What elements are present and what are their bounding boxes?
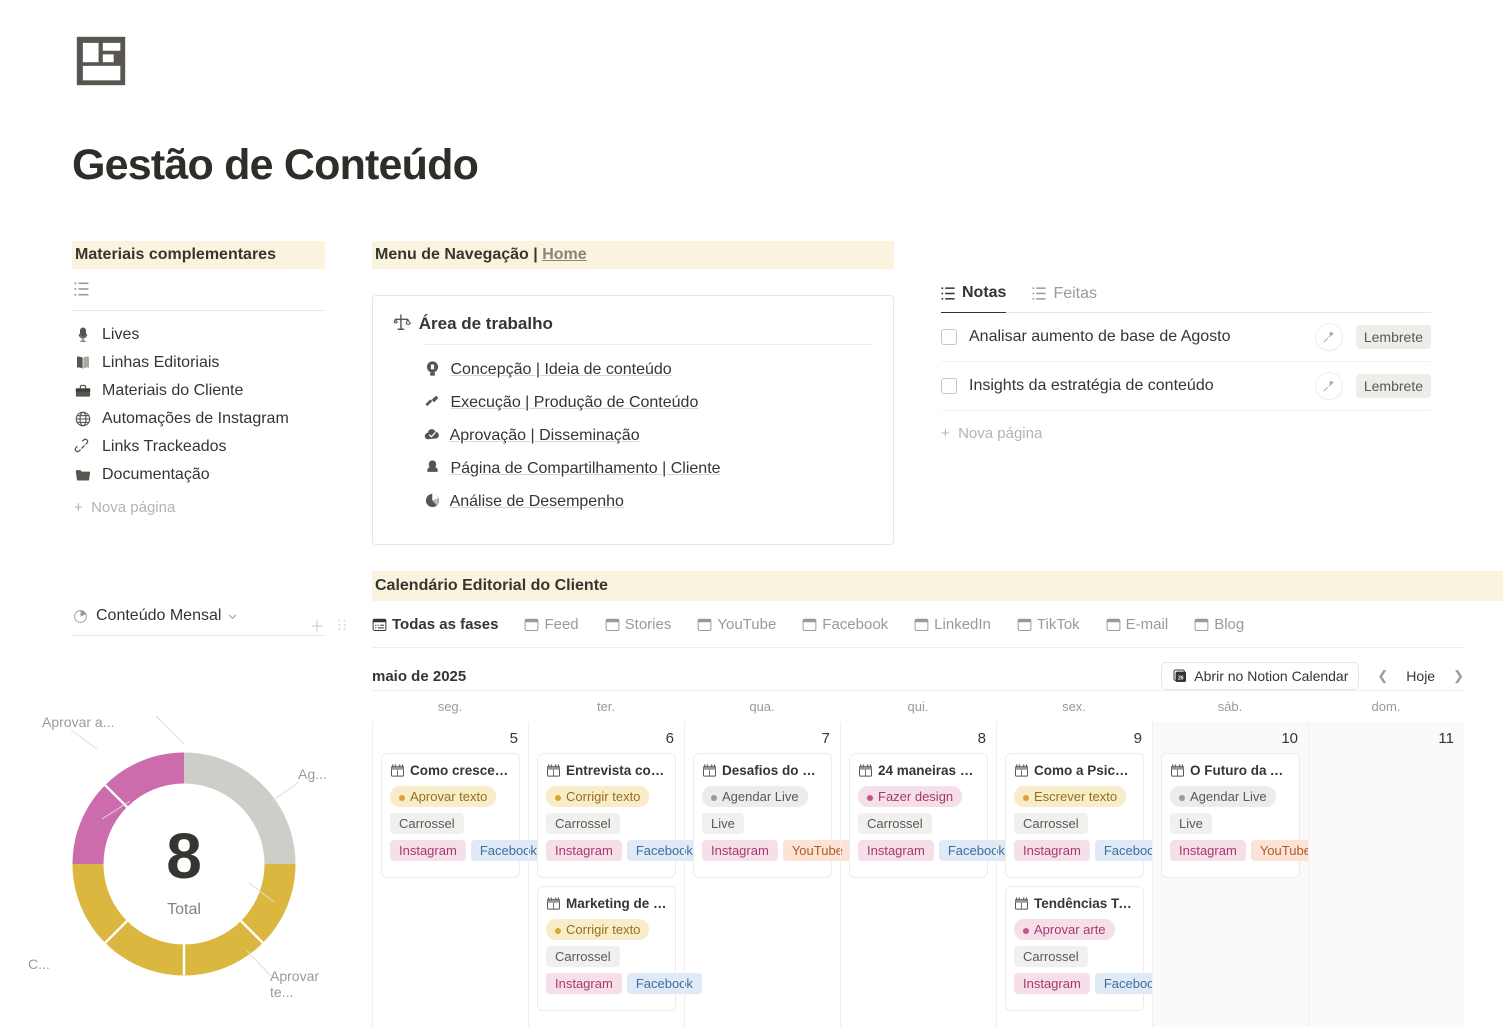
svg-text:Total: Total (167, 901, 201, 918)
svg-text:26: 26 (1178, 675, 1184, 681)
svg-text:8: 8 (166, 820, 202, 892)
